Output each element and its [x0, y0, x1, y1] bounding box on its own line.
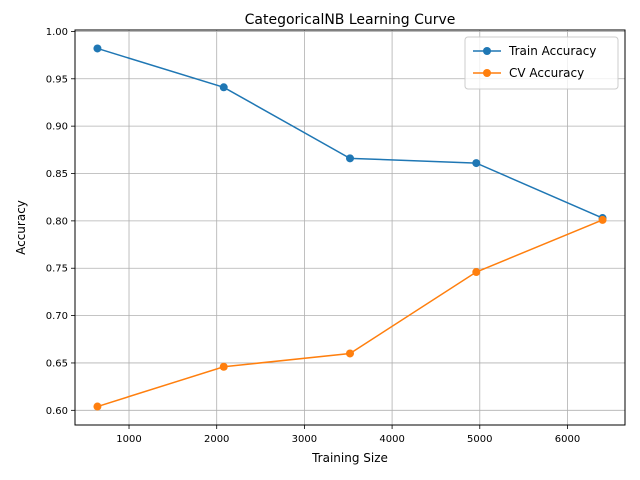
data-point [472, 159, 481, 168]
x-axis-ticks: 1000 2000 3000 4000 5000 6000 [116, 425, 580, 445]
plot-area-frame [74, 29, 626, 426]
data-point [346, 154, 354, 163]
y-tick-label: 0.75 [46, 264, 68, 275]
y-tick-label: 0.85 [46, 169, 68, 180]
legend-marker [483, 47, 491, 55]
legend-item: CV Accuracy [473, 66, 584, 80]
x-tick-label: 5000 [467, 434, 492, 445]
data-point [472, 268, 481, 277]
x-axis-label: Training Size [311, 451, 388, 465]
grid [75, 30, 625, 425]
legend-marker [483, 69, 491, 77]
series-0 [93, 44, 607, 223]
x-tick-label: 3000 [292, 434, 317, 445]
y-tick-label: 0.80 [46, 216, 68, 227]
data-point [346, 349, 354, 358]
legend-label: CV Accuracy [509, 66, 584, 80]
y-tick-label: 0.65 [46, 358, 68, 369]
chart-title: CategoricalNB Learning Curve [245, 12, 456, 28]
data-point [93, 44, 102, 53]
legend-box [464, 36, 619, 90]
x-tick-label: 2000 [204, 434, 229, 445]
x-tick-label: 1000 [116, 434, 141, 445]
series-layer [93, 44, 607, 411]
data-point [219, 83, 228, 92]
y-axis-ticks: 0.60 0.65 0.70 0.75 0.80 0.85 0.90 0.95 1.00 [46, 27, 75, 417]
legend: Train Accuracy CV Accuracy [464, 36, 619, 90]
y-tick-label: 0.95 [46, 74, 68, 85]
y-axis-label: Accuracy [14, 200, 28, 255]
legend-item: Train Accuracy [473, 44, 596, 58]
x-tick-label: 4000 [379, 434, 404, 445]
data-point [219, 362, 228, 371]
y-tick-label: 1.00 [46, 27, 68, 38]
y-tick-label: 0.60 [46, 406, 68, 417]
y-tick-label: 0.70 [46, 311, 68, 322]
legend-label: Train Accuracy [508, 44, 596, 58]
series-1 [93, 215, 607, 411]
data-point [93, 402, 102, 411]
data-point [598, 215, 607, 224]
x-tick-label: 6000 [555, 434, 580, 445]
y-tick-label: 0.90 [46, 122, 68, 133]
